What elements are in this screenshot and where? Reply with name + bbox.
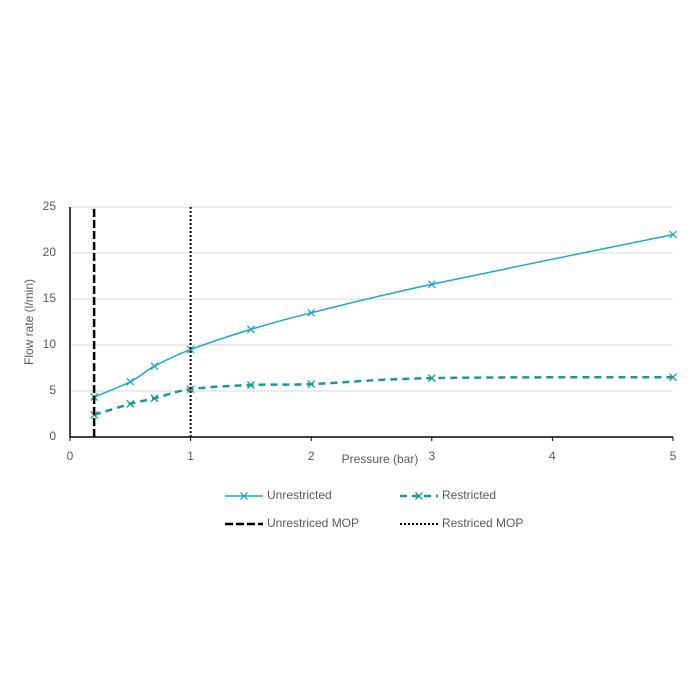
legend-label: Restricted: [442, 488, 496, 502]
legend-label: Restriced MOP: [442, 516, 523, 530]
y-tick-label: 10: [43, 337, 57, 351]
data-point: [427, 374, 436, 383]
data-point: [307, 380, 316, 389]
legend-label: Unrestriced MOP: [267, 516, 359, 530]
data-point: [150, 394, 159, 403]
data-point: [669, 230, 677, 239]
data-point: [427, 280, 436, 289]
x-tick-label: 1: [187, 449, 194, 463]
data-point: [126, 399, 135, 408]
y-tick-label: 5: [49, 383, 56, 397]
x-tick-label: 3: [428, 449, 435, 463]
y-tick-label: 20: [43, 245, 57, 259]
x-tick-label: 2: [308, 449, 315, 463]
y-tick-label: 25: [43, 199, 57, 213]
legend-marker: [240, 492, 248, 500]
y-tick-label: 0: [49, 429, 56, 443]
data-point: [186, 345, 195, 354]
data-point: [246, 381, 255, 389]
data-point: [246, 325, 255, 334]
y-axis-title: Flow rate (l/min): [22, 279, 36, 365]
data-point: [307, 308, 316, 317]
x-tick-label: 5: [670, 449, 677, 463]
x-axis-title: Pressure (bar): [342, 452, 419, 466]
data-point: [150, 362, 159, 371]
x-tick-label: 4: [549, 449, 556, 463]
data-point: [186, 385, 195, 394]
data-point: [126, 377, 135, 386]
series-line: [93, 233, 674, 398]
data-point: [669, 373, 677, 382]
legend-marker: [415, 492, 423, 500]
y-tick-label: 15: [43, 291, 57, 305]
x-tick-label: 0: [67, 449, 74, 463]
series-line: [93, 375, 674, 417]
legend-label: Unrestricted: [267, 488, 332, 502]
